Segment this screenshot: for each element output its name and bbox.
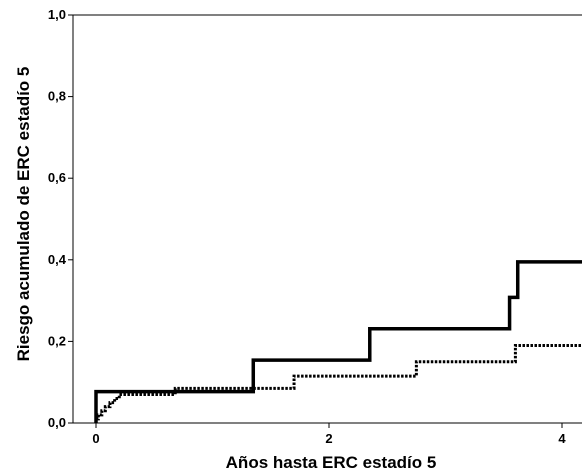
y-tick-label: 0,0: [48, 415, 66, 430]
y-tick-label: 0,6: [48, 170, 66, 185]
x-tick-label: 2: [325, 431, 332, 446]
y-axis-title: Riesgo acumulado de ERC estadío 5: [14, 67, 33, 362]
plot-area: [94, 260, 582, 423]
axes: [68, 14, 582, 428]
y-tick-label: 0,2: [48, 333, 66, 348]
y-tick-label: 1,0: [48, 7, 66, 22]
labels: 0,00,20,40,60,81,002468: [48, 7, 566, 446]
x-tick-label: 4: [558, 431, 566, 446]
x-tick-label: 0: [92, 431, 99, 446]
step-curve-dotted: [94, 343, 582, 423]
y-tick-label: 0,4: [48, 252, 67, 267]
y-tick-label: 0,8: [48, 89, 66, 104]
step-curve-solid: [94, 260, 582, 423]
x-axis-title: Años hasta ERC estadío 5: [226, 453, 437, 472]
